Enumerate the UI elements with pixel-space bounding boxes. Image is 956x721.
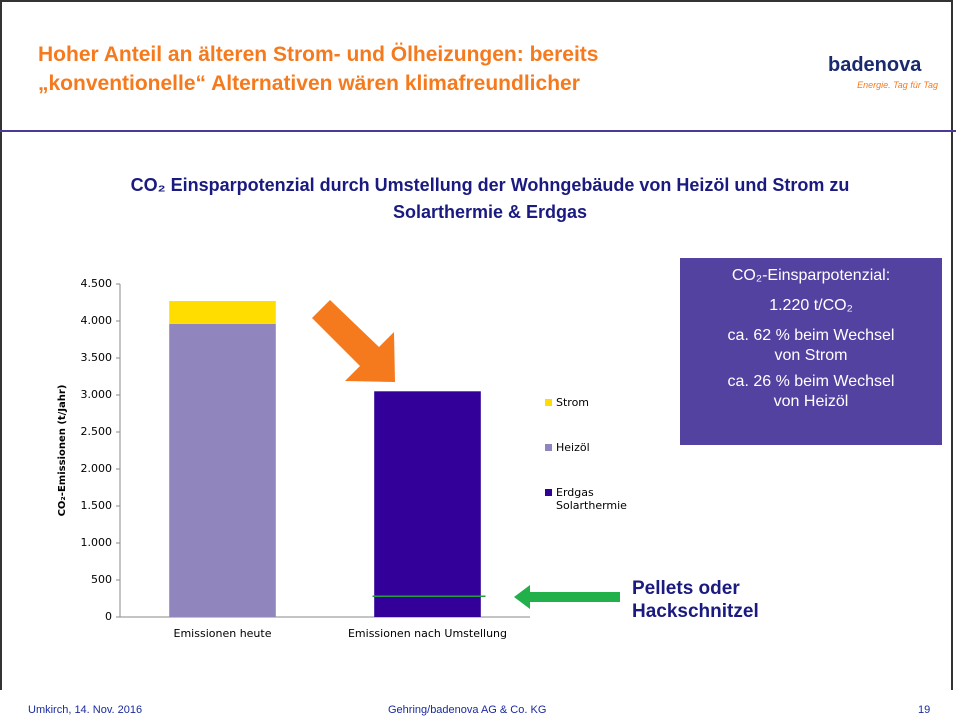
info-line: 1.220 t/CO₂ [769, 297, 853, 314]
footer-center: Gehring/badenova AG & Co. KG [388, 704, 547, 716]
page-number: 19 [918, 704, 931, 716]
y-tick-label: 2.000 [81, 462, 113, 475]
legend-swatch [545, 489, 552, 496]
annotation: Pellets oder Hackschnitzel [632, 578, 759, 622]
green-arrow [514, 585, 620, 609]
chart-title: CO₂ Einsparpotenzial durch Umstellung de… [130, 175, 850, 222]
y-tick-label: 500 [91, 573, 112, 586]
y-tick-label: 3.000 [81, 388, 113, 401]
legend-label: Erdgas Solarthermie [556, 486, 627, 512]
info-line: CO₂-Einsparpotenzial: [731, 267, 891, 284]
y-tick-label: 3.500 [81, 351, 113, 364]
info-box: CO₂-Einsparpotenzial: 1.220 t/CO₂ ca. 62… [680, 258, 942, 445]
y-tick-label: 1.500 [81, 499, 113, 512]
frame [0, 0, 953, 690]
bar-segment [374, 391, 481, 617]
orange-arrow [312, 300, 395, 382]
legend-label: Heizöl [556, 441, 590, 454]
y-axis-label: CO₂-Emissionen (t/Jahr) [57, 385, 68, 517]
y-tick-label: 4.000 [81, 314, 113, 327]
logo: badenova [828, 54, 922, 76]
bar-segment [169, 323, 276, 617]
legend-label: Strom [556, 396, 590, 409]
slogan: Energie. Tag für Tag [857, 80, 938, 90]
header-rule [0, 130, 956, 132]
x-tick-label: Emissionen nach Umstellung [348, 627, 507, 640]
slide-title: Hoher Anteil an älteren Strom- und Ölhei… [38, 43, 599, 95]
x-tick-label: Emissionen heute [174, 627, 272, 640]
bar-segment [169, 301, 276, 324]
legend-swatch [545, 399, 552, 406]
info-line: ca. 26 % beim Wechsel von Heizöl [727, 373, 895, 410]
legend-swatch [545, 444, 552, 451]
footer-left: Umkirch, 14. Nov. 2016 [28, 704, 143, 716]
y-tick-label: 0 [105, 610, 112, 623]
y-tick-label: 1.000 [81, 536, 113, 549]
info-line: ca. 62 % beim Wechsel von Strom [727, 327, 895, 364]
y-tick-label: 4.500 [81, 277, 113, 290]
y-tick-label: 2.500 [81, 425, 113, 438]
